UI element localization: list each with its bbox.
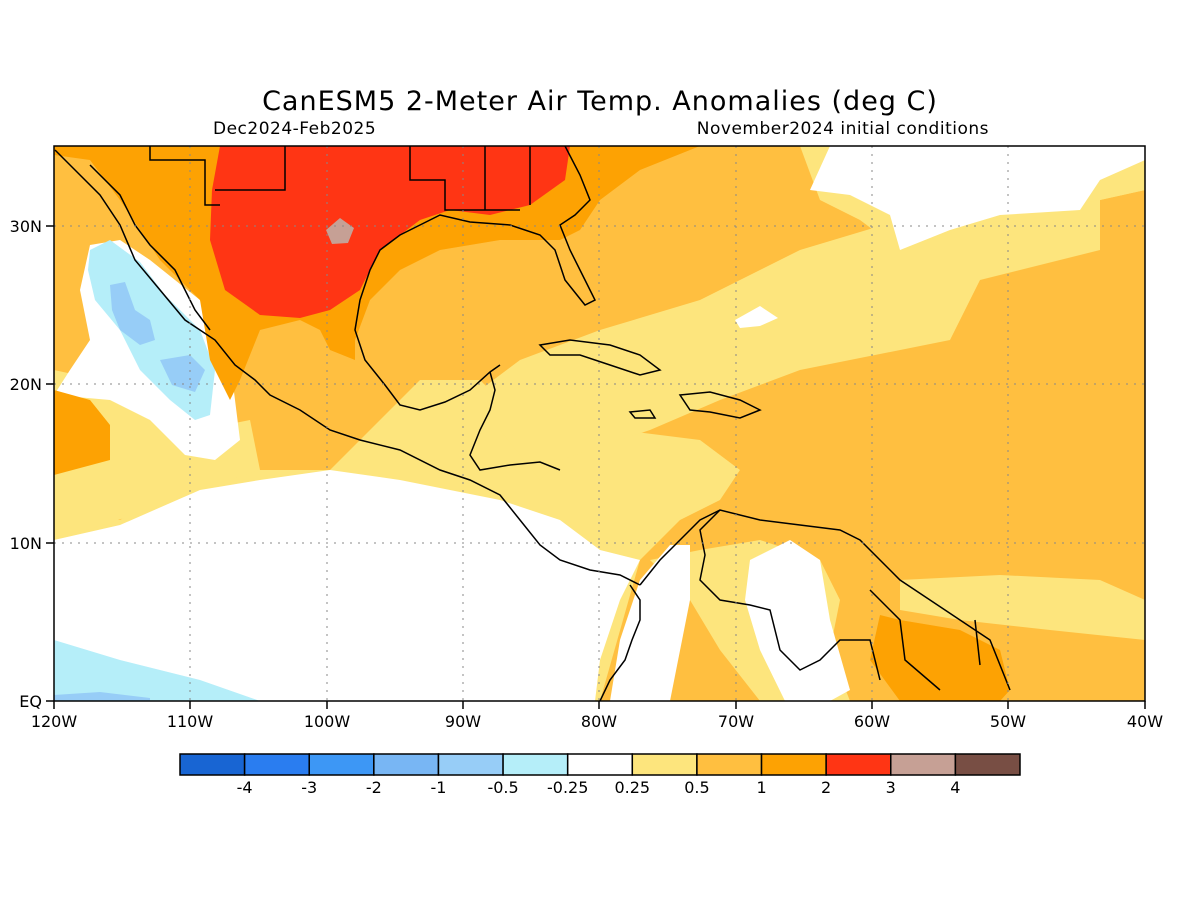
anomaly-near-zero-region [810,146,1145,250]
colorbar-label: 2 [821,778,831,797]
lat-label: 10N [10,534,42,553]
lon-label: 50W [990,712,1026,731]
lon-label: 90W [445,712,481,731]
colorbar-swatch [437,753,504,776]
lon-label: 80W [581,712,617,731]
latitude-labels: 30N 20N 10N EQ [10,217,42,711]
colorbar-label: 0.25 [614,778,650,797]
colorbar-swatch [954,753,1021,776]
lon-label: 120W [31,712,78,731]
colorbar-label: 0.5 [684,778,709,797]
colorbar-label: -3 [301,778,317,797]
colorbar-label: -1 [430,778,446,797]
lon-label: 60W [854,712,890,731]
anomaly-2-to-3-region [210,146,570,318]
anomaly-minus-0-5-region [54,692,150,701]
anomaly-near-zero-region [745,540,850,701]
colorbar-swatch [243,753,310,776]
colorbar-label: 1 [756,778,766,797]
colorbar-swatch [308,753,375,776]
colorbar-label: -2 [366,778,382,797]
anomaly-minus-0-5-region [110,282,155,345]
colorbar-swatch [760,753,827,776]
lat-label: EQ [19,692,42,711]
initial-conditions: November2024 initial conditions [696,119,989,139]
coastlines [54,146,1011,701]
anomaly-minus-0-25-to-0-region [54,640,260,701]
colorbar-label: -0.25 [547,778,588,797]
colorbar-label: -0.5 [487,778,518,797]
anomaly-near-zero-region [610,545,690,701]
colorbar-swatch [696,753,763,776]
anomaly-field [54,146,1145,701]
axis-ticks [46,225,1146,709]
lon-label: 100W [304,712,351,731]
colorbar-swatch [631,753,698,776]
anomaly-0-25-to-0-5-region [54,370,260,540]
colorbar-swatch [373,753,440,776]
colorbar-swatch [890,753,957,776]
lon-label: 110W [167,712,214,731]
anomaly-near-zero-region [735,306,778,328]
map-title: CanESM5 2-Meter Air Temp. Anomalies (deg… [262,86,938,117]
lon-label: 40W [1127,712,1163,731]
anomaly-1-to-2-region [870,615,1010,701]
colorbar-swatch [502,753,569,776]
anomaly-3-to-4-region [326,218,354,244]
graticule [54,146,1145,701]
anomaly-minus-0-5-region [160,355,205,392]
colorbar-label: -4 [237,778,253,797]
lon-label: 70W [718,712,754,731]
longitude-labels: 120W 110W 100W 90W 80W 70W 60W 50W 40W [31,712,1163,731]
anomaly-0-25-to-0-5-region [900,575,1145,640]
colorbar-swatch [566,753,634,776]
anomaly-near-zero-region [54,470,640,701]
lat-label: 30N [10,217,42,236]
forecast-period: Dec2024-Feb2025 [213,119,377,139]
colorbar-swatch [825,753,892,776]
anomaly-0-25-to-0-5-region [480,160,1145,480]
colorbar: -4 -3 -2 -1 -0.5 -0.25 0.25 0.5 1 2 3 4 [179,753,1021,797]
anomaly-1-to-2-region [54,390,110,475]
lat-label: 20N [10,375,42,394]
colorbar-label: 4 [950,778,960,797]
colorbar-swatch [179,753,246,776]
colorbar-label: 3 [886,778,896,797]
